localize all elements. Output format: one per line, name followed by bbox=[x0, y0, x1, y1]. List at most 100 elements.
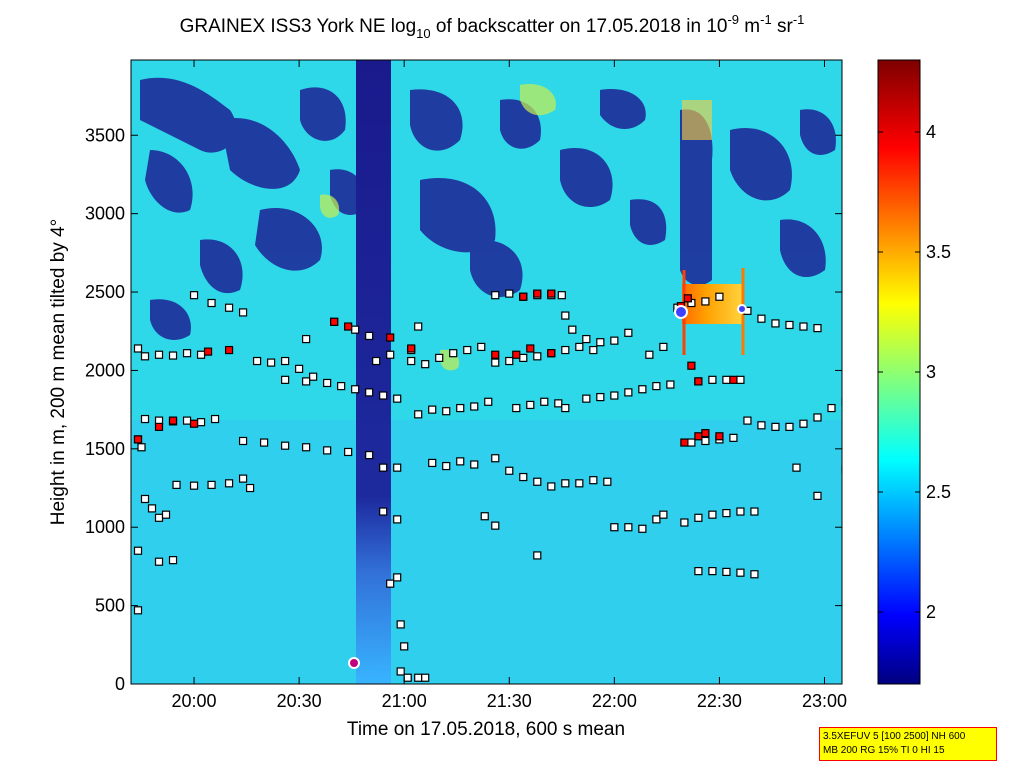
info-line-2: MB 200 RG 15% TI 0 HI 15 bbox=[823, 745, 945, 756]
detection-point bbox=[196, 350, 206, 359]
detection-point bbox=[207, 298, 216, 308]
flagged-point bbox=[407, 344, 416, 353]
y-tick-label: 3500 bbox=[85, 125, 125, 145]
colorbar-tick-label: 3 bbox=[926, 362, 936, 382]
x-tick-label: 22:30 bbox=[697, 691, 742, 711]
detection-point bbox=[694, 567, 703, 576]
detection-point bbox=[168, 556, 178, 565]
detection-point bbox=[659, 510, 668, 519]
detection-point bbox=[428, 458, 437, 468]
detection-point bbox=[771, 319, 780, 328]
detection-point bbox=[512, 403, 521, 413]
detection-point bbox=[137, 443, 146, 452]
detection-point bbox=[161, 510, 171, 519]
detection-point bbox=[414, 322, 423, 331]
detection-point bbox=[856, 364, 863, 371]
detection-point bbox=[589, 345, 598, 355]
x-tick-label: 22:00 bbox=[592, 691, 637, 711]
detection-point bbox=[393, 394, 402, 403]
detection-point bbox=[736, 507, 745, 516]
detection-point bbox=[722, 567, 731, 576]
detection-point bbox=[238, 436, 248, 446]
detection-point bbox=[533, 477, 542, 486]
detection-point bbox=[281, 441, 290, 450]
flagged-point bbox=[330, 317, 339, 326]
colorbar-tick-label: 4 bbox=[926, 122, 936, 142]
title-unit1: m bbox=[739, 16, 760, 37]
detection-point bbox=[396, 667, 405, 676]
flagged-point bbox=[526, 344, 535, 353]
detection-point bbox=[575, 342, 584, 352]
colorbar: 2 2.5 3 3.5 4 bbox=[877, 59, 951, 685]
detection-point bbox=[379, 463, 388, 472]
colorbar-tick-label: 2.5 bbox=[926, 482, 951, 502]
detection-point bbox=[281, 375, 290, 384]
detection-point bbox=[491, 454, 500, 463]
detection-point bbox=[638, 385, 647, 394]
detection-point bbox=[393, 573, 402, 582]
detection-point bbox=[379, 391, 388, 400]
flagged-point bbox=[344, 322, 353, 331]
detection-point bbox=[575, 479, 584, 488]
detection-point bbox=[610, 523, 619, 532]
detection-point bbox=[207, 480, 216, 489]
title-exp1: -9 bbox=[727, 12, 739, 27]
cloud-marker-1 bbox=[674, 305, 688, 319]
detection-points bbox=[133, 289, 863, 682]
detection-point bbox=[547, 482, 556, 491]
y-tick-label: 2500 bbox=[85, 282, 125, 302]
flagged-point bbox=[133, 435, 143, 444]
detection-point bbox=[456, 457, 465, 466]
detection-point bbox=[687, 438, 696, 447]
detection-point bbox=[266, 358, 276, 367]
detection-point bbox=[792, 463, 801, 472]
detection-point bbox=[540, 397, 549, 406]
detection-point bbox=[785, 422, 794, 431]
detection-point bbox=[302, 443, 311, 452]
detection-point bbox=[557, 291, 566, 300]
title-exp3: -1 bbox=[793, 12, 805, 27]
detection-point bbox=[715, 292, 724, 301]
y-tick-label: 0 bbox=[115, 674, 125, 694]
detection-point bbox=[182, 416, 192, 425]
x-tick-label: 23:00 bbox=[802, 691, 847, 711]
gap-bottom-marker bbox=[348, 657, 360, 669]
detection-point bbox=[610, 391, 619, 400]
detection-point bbox=[428, 405, 437, 414]
cloud-marker-2 bbox=[737, 304, 747, 314]
flagged-point bbox=[386, 333, 395, 342]
plot-frame bbox=[130, 59, 843, 685]
detection-point bbox=[729, 433, 738, 442]
detection-point bbox=[182, 349, 192, 358]
detection-point bbox=[561, 403, 570, 413]
detection-point bbox=[323, 378, 332, 388]
y-tick-label: 2000 bbox=[85, 360, 125, 380]
detection-point bbox=[799, 419, 808, 428]
heatmap-lower-band bbox=[131, 420, 842, 684]
detection-point bbox=[722, 375, 731, 384]
detection-point bbox=[568, 325, 577, 334]
flagged-point bbox=[694, 377, 703, 386]
detection-point bbox=[295, 364, 304, 373]
detection-point bbox=[259, 438, 269, 447]
detection-point bbox=[238, 474, 248, 483]
flagged-point bbox=[680, 438, 689, 447]
colorbar-ticks: 2 2.5 3 3.5 4 bbox=[878, 122, 951, 622]
detection-point bbox=[147, 504, 157, 513]
info-line-1: 3.5XEFUV 5 [100 2500] NH 600 bbox=[823, 731, 966, 742]
detection-point bbox=[396, 620, 405, 629]
detection-point bbox=[365, 450, 374, 460]
flagged-point bbox=[701, 429, 710, 438]
detection-point bbox=[337, 382, 346, 391]
title-exp2: -1 bbox=[760, 12, 772, 27]
detection-point bbox=[421, 673, 430, 682]
title-prefix: GRAINEX ISS3 York NE log bbox=[180, 16, 417, 37]
detection-point bbox=[477, 342, 486, 352]
flagged-point bbox=[687, 361, 696, 370]
flagged-point bbox=[715, 432, 724, 441]
x-tick-label: 21:00 bbox=[382, 691, 427, 711]
flagged-point bbox=[729, 375, 738, 384]
detection-point bbox=[407, 356, 416, 366]
flagged-point bbox=[533, 289, 542, 298]
detection-point bbox=[519, 472, 528, 482]
